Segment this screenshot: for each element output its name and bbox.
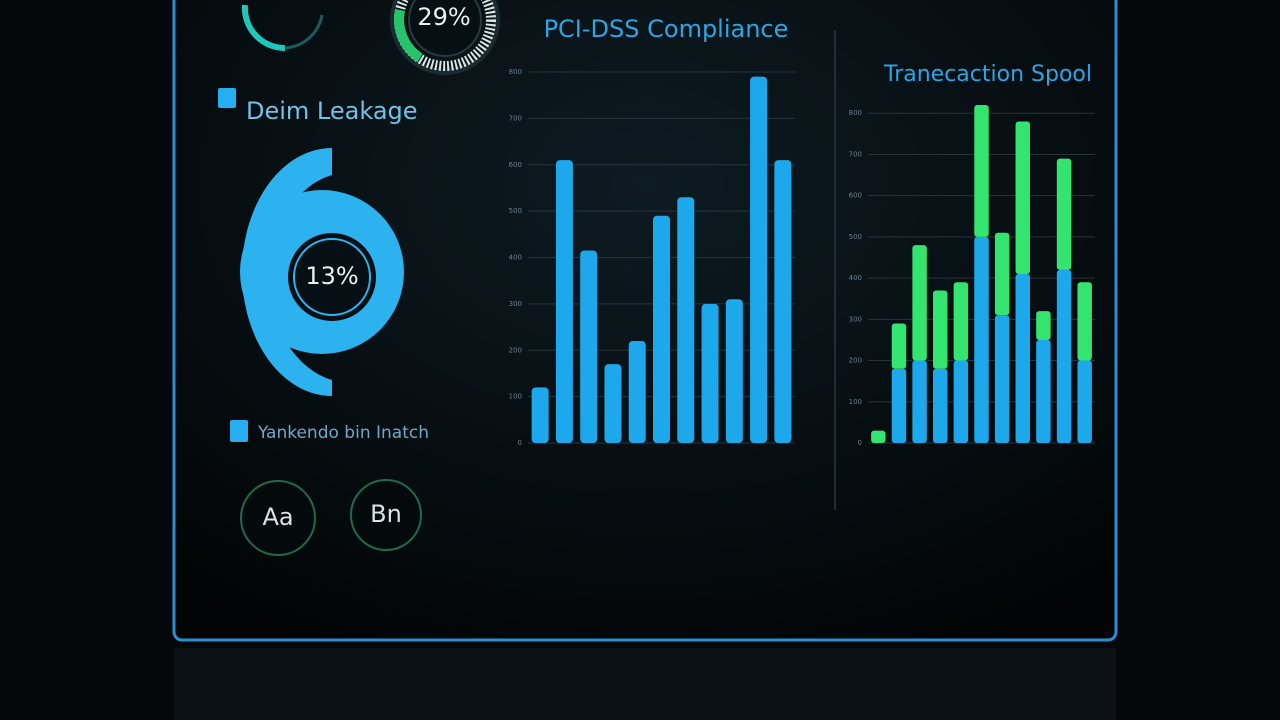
legend-label: Yankendo bin Inatch xyxy=(257,423,429,443)
bar-segment xyxy=(933,368,948,443)
bar-segment xyxy=(871,430,886,443)
y-tick-label: 100 xyxy=(509,393,522,401)
y-tick-label: 0 xyxy=(518,439,522,447)
bar-segment xyxy=(994,315,1010,443)
gauge-ring xyxy=(390,0,500,75)
y-tick-label: 300 xyxy=(849,315,862,323)
y-tick-label: 500 xyxy=(509,207,522,215)
bar-segment xyxy=(891,368,907,443)
gauge-arc xyxy=(241,4,286,52)
y-tick-label: 600 xyxy=(509,161,522,169)
bar-segment xyxy=(1015,273,1030,443)
gauge-core xyxy=(408,0,482,57)
bar-segment xyxy=(1077,282,1092,361)
y-tick-label: 400 xyxy=(509,254,522,262)
bar xyxy=(580,250,598,443)
bar-segment xyxy=(1015,121,1030,274)
bar xyxy=(701,303,719,443)
monitor-screen xyxy=(172,0,1118,642)
button[interactable] xyxy=(240,480,316,556)
bar-segment xyxy=(1077,360,1092,443)
donut-hole xyxy=(288,233,376,321)
donut-inner-ring xyxy=(293,238,371,316)
bar-segment xyxy=(1036,339,1051,443)
bar-segment xyxy=(912,245,927,361)
y-tick-label: 700 xyxy=(849,150,862,158)
y-tick-label: 100 xyxy=(849,398,862,406)
chart-title: Tranecaction Spool xyxy=(883,62,1092,87)
y-tick-label: 0 xyxy=(858,439,862,447)
monitor-bezel xyxy=(174,648,1116,720)
bar-segment xyxy=(912,360,927,443)
bar-segment xyxy=(994,232,1010,316)
bar xyxy=(531,387,549,443)
y-tick-label: 600 xyxy=(849,192,862,200)
bar-segment xyxy=(953,360,969,443)
bar xyxy=(750,76,768,443)
bar xyxy=(774,160,792,444)
donut-label: 13% xyxy=(305,262,358,290)
bar-segment xyxy=(933,290,948,369)
y-tick-label: 800 xyxy=(849,109,862,117)
legend-label: Deim Leakage xyxy=(246,97,418,125)
legend-swatch xyxy=(218,88,236,108)
y-tick-label: 500 xyxy=(849,233,862,241)
bar-segment xyxy=(953,282,969,361)
gauge-arc xyxy=(394,8,423,63)
bar xyxy=(653,215,670,443)
donut-ring xyxy=(241,147,332,396)
bar xyxy=(555,160,573,444)
y-tick-label: 800 xyxy=(509,68,522,76)
legend-swatch xyxy=(230,420,248,442)
gauge-arc xyxy=(284,14,324,50)
gauge-label: 29% xyxy=(417,3,470,31)
y-tick-label: 700 xyxy=(509,114,522,122)
y-tick-label: 400 xyxy=(849,274,862,282)
bar-segment xyxy=(1036,311,1051,340)
bar-segment xyxy=(974,104,989,237)
bar-segment xyxy=(1056,269,1072,443)
bar-segment xyxy=(974,236,989,443)
y-tick-label: 200 xyxy=(849,357,862,365)
button-label[interactable]: Bn xyxy=(370,500,402,528)
bar xyxy=(677,197,695,443)
y-tick-label: 300 xyxy=(509,300,522,308)
button[interactable] xyxy=(350,479,422,551)
bar xyxy=(725,299,743,443)
bar xyxy=(628,340,646,443)
button-label[interactable]: Aa xyxy=(262,503,293,531)
bar xyxy=(604,364,622,443)
y-tick-label: 200 xyxy=(509,346,522,354)
bar-segment xyxy=(891,323,907,369)
chart-title: PCI-DSS Compliance xyxy=(544,15,789,43)
bar-segment xyxy=(1056,158,1072,270)
